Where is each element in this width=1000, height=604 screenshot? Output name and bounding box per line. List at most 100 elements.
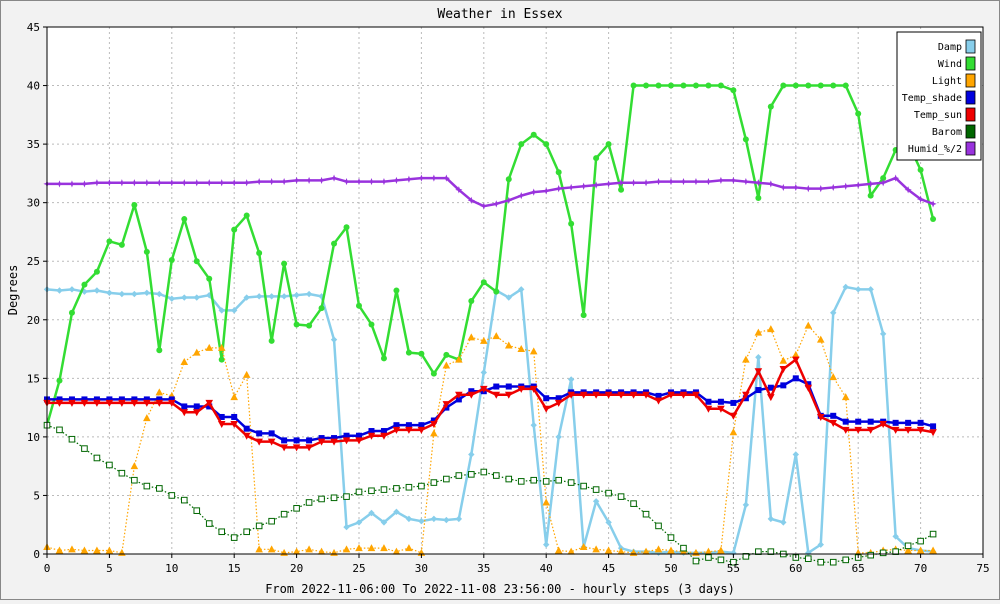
data-point	[504, 391, 513, 399]
data-point	[368, 487, 375, 495]
data-point	[505, 294, 512, 301]
data-point	[68, 396, 75, 403]
data-point	[704, 405, 713, 413]
data-point	[904, 426, 912, 434]
data-point	[567, 376, 575, 383]
data-point	[592, 391, 600, 399]
legend-swatch	[965, 107, 976, 122]
data-point	[156, 290, 163, 298]
y-tick-label: 35	[27, 138, 40, 151]
data-point	[106, 396, 113, 403]
data-point	[842, 283, 849, 291]
data-point	[767, 103, 774, 110]
data-point	[817, 82, 824, 89]
data-point	[867, 192, 874, 199]
data-point	[242, 370, 251, 378]
data-point	[155, 179, 163, 187]
data-point	[105, 546, 114, 554]
data-point	[692, 177, 700, 186]
x-tick-label: 40	[540, 562, 553, 575]
data-point	[93, 399, 101, 407]
data-point	[905, 419, 912, 426]
data-point	[393, 508, 400, 516]
data-point	[480, 468, 488, 476]
series-layer	[43, 82, 937, 566]
data-point	[93, 179, 101, 187]
data-point	[492, 391, 501, 399]
data-point	[755, 354, 762, 361]
data-point	[256, 250, 263, 257]
data-point	[568, 220, 575, 227]
data-point	[193, 258, 200, 265]
y-tick-label: 40	[27, 80, 40, 93]
data-point	[143, 414, 151, 422]
data-point	[118, 241, 125, 248]
data-point	[555, 169, 562, 176]
data-point	[617, 391, 625, 399]
data-point	[380, 432, 388, 440]
data-point	[742, 501, 750, 509]
legend-label: Wind	[938, 59, 962, 70]
data-point	[430, 429, 438, 437]
data-point	[904, 546, 912, 554]
data-point	[455, 391, 463, 399]
data-point	[305, 499, 313, 506]
data-point	[792, 451, 799, 458]
data-point	[143, 399, 151, 407]
data-point	[393, 422, 400, 429]
data-point	[867, 286, 874, 293]
data-point	[280, 293, 288, 300]
data-point	[343, 523, 350, 531]
data-point	[405, 544, 413, 552]
data-point	[493, 288, 500, 295]
data-point	[293, 505, 300, 512]
data-point	[293, 437, 300, 444]
data-point	[305, 545, 313, 553]
data-point	[180, 179, 188, 187]
data-point	[467, 333, 476, 341]
data-point	[567, 547, 575, 555]
data-point	[393, 287, 400, 294]
data-point	[467, 391, 476, 399]
data-point	[130, 179, 138, 187]
data-point	[281, 260, 288, 267]
data-point	[929, 200, 937, 208]
data-point	[530, 421, 537, 429]
data-point	[156, 485, 163, 492]
data-point	[342, 545, 351, 553]
data-point	[318, 435, 325, 442]
data-point	[754, 328, 763, 336]
data-point	[680, 544, 687, 552]
data-point	[455, 396, 462, 403]
data-point	[629, 391, 638, 399]
data-point	[143, 396, 150, 403]
x-tick-label: 15	[228, 562, 241, 575]
data-point	[268, 177, 276, 186]
data-point	[792, 375, 799, 382]
data-point	[368, 321, 375, 328]
data-point	[866, 426, 875, 434]
data-point	[542, 187, 550, 195]
data-point	[555, 476, 562, 484]
data-point	[218, 356, 225, 363]
data-point	[392, 547, 401, 555]
data-point	[55, 399, 64, 407]
data-point	[554, 546, 563, 554]
data-point	[468, 298, 475, 305]
data-point	[280, 444, 288, 452]
data-point	[492, 472, 500, 479]
data-point	[605, 489, 612, 497]
data-point	[331, 240, 338, 247]
series-temp-sun	[43, 356, 937, 452]
y-tick-label: 30	[27, 197, 40, 210]
data-point	[230, 393, 238, 401]
data-point	[392, 176, 401, 185]
data-point	[592, 545, 600, 553]
data-point	[180, 357, 189, 365]
data-point	[343, 493, 350, 500]
data-point	[879, 549, 887, 557]
x-tick-label: 20	[290, 562, 303, 575]
data-point	[468, 388, 475, 395]
x-tick-label: 0	[44, 562, 51, 575]
